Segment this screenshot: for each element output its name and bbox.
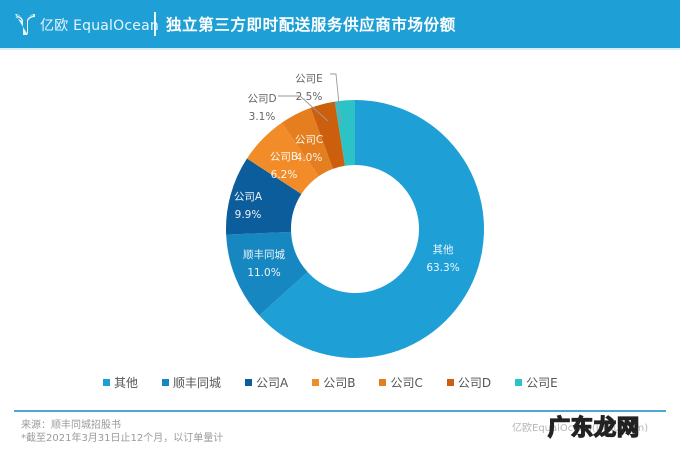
slice-label-公司B: 公司B 6.2% [270, 151, 298, 181]
svg-text:公司A: 公司A [234, 191, 263, 203]
legend-swatch-icon [446, 378, 454, 386]
legend-item[interactable]: 其他 [103, 374, 138, 391]
legend-label: 公司E [526, 375, 558, 390]
donut-chart: 其他 63.3% 顺丰同城 11.0% 公司A 9.9% 公司B 6.2% 公司C 4.0% 公司D… [226, 73, 485, 359]
slice-label-顺丰同城: 顺丰同城 11.0% [243, 248, 285, 279]
legend-item[interactable]: 公司D [446, 374, 492, 391]
slice-label-公司A: 公司A 9.9% [234, 191, 263, 221]
footer-brand: 亿欧EqualOcean(iyiou.com) [512, 423, 649, 434]
chart-title: 独立第三方即时配送服务供应商市场份额 [166, 16, 456, 34]
footer-divider [14, 410, 666, 412]
svg-text:顺丰同城: 顺丰同城 [243, 248, 285, 261]
legend-item[interactable]: 顺丰同城 [162, 374, 221, 391]
footnote-text: *截至2021年3月31日止12个月，以订单量计 [21, 433, 224, 444]
legend-swatch-icon [103, 378, 110, 386]
slice-label-公司C: 公司C 4.0% [295, 134, 323, 164]
svg-text:2.5%: 2.5% [296, 91, 323, 103]
leader-line-公司D [278, 95, 329, 122]
slice-label-其他: 其他 63.3% [426, 243, 459, 274]
legend-label: 公司A [256, 375, 289, 390]
svg-text:4.0%: 4.0% [296, 152, 323, 164]
svg-text:11.0%: 11.0% [247, 267, 280, 279]
donut-slice-顺丰同城 [226, 231, 308, 316]
slice-label-公司E: 公司E 2.5% [295, 73, 323, 103]
svg-text:6.2%: 6.2% [271, 169, 298, 181]
donut-slice-公司B [246, 122, 319, 195]
legend-swatch-icon [312, 378, 320, 386]
legend-swatch-icon [162, 378, 170, 386]
legend-label: 公司C [390, 375, 423, 390]
legend-item[interactable]: 公司B [312, 374, 355, 391]
source-note: 来源：顺丰同城招股书 *截至2021年3月31日止12个月，以订单量计 [21, 419, 223, 445]
legend-item[interactable]: 公司C [379, 374, 423, 391]
slice-label-公司D: 公司D 3.1% [247, 93, 276, 123]
legend-swatch-icon [379, 378, 387, 386]
chart-legend: 其他 顺丰同城 公司A 公司B 公司C 公司D 公司E [103, 373, 582, 391]
source-text: 来源：顺丰同城招股书 [21, 420, 121, 431]
legend-swatch-icon [245, 378, 253, 386]
svg-text:9.9%: 9.9% [235, 209, 262, 221]
svg-text:公司B: 公司B [270, 151, 298, 163]
donut-slice-公司C [281, 107, 333, 177]
legend-label: 顺丰同城 [173, 375, 222, 390]
legend-swatch-icon [515, 378, 523, 386]
svg-text:63.3%: 63.3% [426, 262, 459, 274]
donut-slice-其他 [259, 100, 485, 359]
watermark: 广东龙网 [547, 415, 641, 442]
svg-text:其他: 其他 [433, 243, 454, 256]
svg-text:3.1%: 3.1% [249, 111, 276, 123]
svg-text:公司C: 公司C [295, 134, 323, 146]
svg-text:公司D: 公司D [247, 93, 276, 105]
legend-label: 其他 [114, 375, 139, 390]
leader-line-公司E [330, 73, 342, 125]
donut-slice-公司D [310, 101, 345, 169]
donut-slice-公司A [226, 158, 302, 235]
svg-text:公司E: 公司E [295, 73, 323, 85]
legend-label: 公司B [323, 375, 356, 390]
legend-label: 公司D [457, 375, 492, 390]
legend-item[interactable]: 公司E [515, 374, 558, 391]
brand-name: 亿欧 EqualOcean [40, 18, 159, 34]
header-divider [154, 12, 156, 36]
header-bar: 亿欧 EqualOcean 独立第三方即时配送服务供应商市场份额 [0, 0, 680, 50]
equalocean-logo-icon [15, 14, 35, 35]
legend-item[interactable]: 公司A [245, 374, 288, 391]
